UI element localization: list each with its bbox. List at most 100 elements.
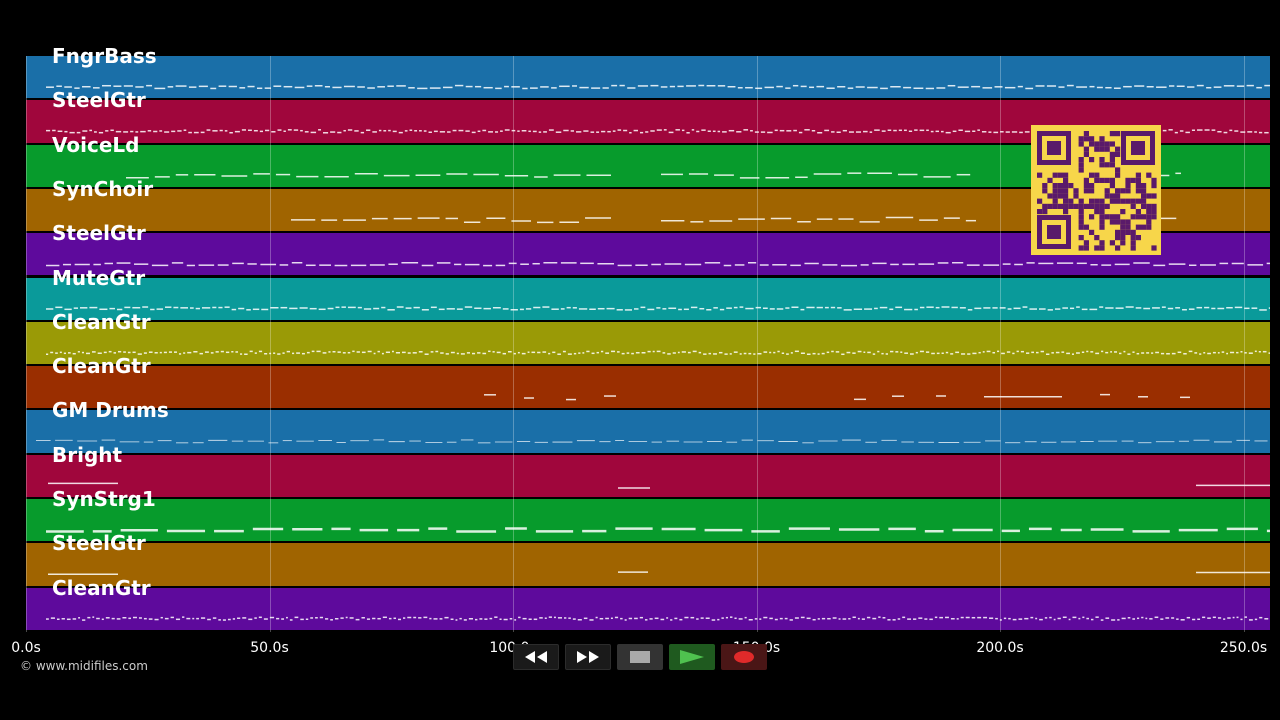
qr-module xyxy=(1099,177,1105,183)
qr-module xyxy=(1151,245,1157,251)
grid-line xyxy=(1243,56,1245,632)
qr-module xyxy=(1104,203,1110,209)
qr-module xyxy=(1109,151,1115,157)
track-label: VoiceLd xyxy=(52,132,140,157)
qr-module xyxy=(1094,198,1100,204)
qr-module xyxy=(1135,214,1141,220)
qr-module xyxy=(1135,188,1141,194)
track-lane xyxy=(26,410,1270,455)
record-icon xyxy=(734,651,754,663)
qr-module xyxy=(1063,198,1069,204)
qr-module xyxy=(1099,136,1105,142)
qr-module xyxy=(1109,219,1115,225)
qr-module xyxy=(1037,198,1043,204)
track-lane xyxy=(26,543,1270,588)
qr-module xyxy=(1094,146,1100,152)
fast-forward-button[interactable] xyxy=(565,644,611,670)
qr-module xyxy=(1078,157,1084,163)
qr-module xyxy=(1089,157,1095,163)
qr-module xyxy=(1120,235,1126,241)
tick-label: 0.0s xyxy=(11,640,41,656)
track-label: Bright xyxy=(52,442,123,467)
rewind-icon xyxy=(525,651,547,663)
qr-module xyxy=(1042,209,1048,215)
track-lane xyxy=(26,587,1270,632)
qr-module xyxy=(1089,198,1095,204)
qr-module xyxy=(1068,203,1074,209)
qr-module xyxy=(1042,188,1048,194)
qr-module xyxy=(1120,240,1126,246)
qr-module xyxy=(1037,172,1043,178)
grid-line xyxy=(513,56,514,632)
qr-module xyxy=(1094,209,1100,215)
track-label: SynChoir xyxy=(52,176,154,201)
qr-module xyxy=(1109,214,1115,220)
qr-module xyxy=(1078,203,1084,209)
qr-module xyxy=(1094,177,1100,183)
qr-module xyxy=(1078,167,1084,173)
qr-module xyxy=(1146,219,1152,225)
qr-module xyxy=(1047,177,1053,183)
track-label: CleanGtr xyxy=(52,575,151,600)
tick-label: 250.0s xyxy=(1219,640,1268,656)
tick-label: 50.0s xyxy=(250,640,289,656)
track-lane xyxy=(26,321,1270,367)
play-icon xyxy=(680,650,704,664)
qr-module xyxy=(1120,219,1126,225)
qr-module xyxy=(1141,198,1147,204)
stop-icon xyxy=(630,651,650,663)
grid-line xyxy=(1000,56,1001,632)
tick-label: 200.0s xyxy=(976,640,1024,656)
qr-module xyxy=(1073,193,1079,199)
qr-module xyxy=(1115,146,1121,152)
qr-module xyxy=(1057,183,1063,189)
grid-line xyxy=(269,56,271,632)
qr-module xyxy=(1109,183,1115,189)
qr-module xyxy=(1083,177,1089,183)
qr-module xyxy=(1135,177,1141,183)
qr-module xyxy=(1078,209,1084,215)
grid-line xyxy=(26,56,27,632)
qr-module xyxy=(1083,183,1089,189)
qr-module xyxy=(1052,188,1058,194)
qr-module xyxy=(1047,193,1053,199)
qr-module xyxy=(1068,198,1074,204)
qr-module xyxy=(1078,219,1084,225)
qr-module xyxy=(1083,245,1089,251)
note-layer xyxy=(36,84,1270,621)
qr-module xyxy=(1089,183,1095,189)
qr-module xyxy=(1073,203,1079,209)
qr-module xyxy=(1120,188,1126,194)
qr-module xyxy=(1083,188,1089,194)
qr-module xyxy=(1115,214,1121,220)
qr-module xyxy=(1083,131,1089,137)
play-button[interactable] xyxy=(669,644,715,670)
stop-button[interactable] xyxy=(617,644,663,670)
qr-module xyxy=(1135,198,1141,204)
qr-module xyxy=(1141,188,1147,194)
track-label: CleanGtr xyxy=(52,309,151,334)
qr-module xyxy=(1146,203,1152,209)
qr-module xyxy=(1063,193,1069,199)
qr-module xyxy=(1099,203,1105,209)
qr-module xyxy=(1099,157,1105,163)
qr-module xyxy=(1078,141,1084,147)
qr-module xyxy=(1109,131,1115,137)
qr-module xyxy=(1078,198,1084,204)
qr-module xyxy=(1083,136,1089,142)
qr-module xyxy=(1135,235,1141,241)
rewind-button[interactable] xyxy=(513,644,559,670)
qr-module xyxy=(1057,172,1063,178)
record-button[interactable] xyxy=(721,644,767,670)
qr-module xyxy=(1151,209,1157,215)
qr-module xyxy=(1104,193,1110,199)
track-lane xyxy=(26,56,1270,101)
qr-module xyxy=(1125,224,1131,230)
qr-module xyxy=(1141,224,1147,230)
qr-module xyxy=(1120,229,1126,235)
qr-module xyxy=(1063,188,1069,194)
qr-module xyxy=(1057,193,1063,199)
qr-module xyxy=(1120,198,1126,204)
qr-module xyxy=(1151,193,1157,199)
qr-module xyxy=(1115,193,1121,199)
